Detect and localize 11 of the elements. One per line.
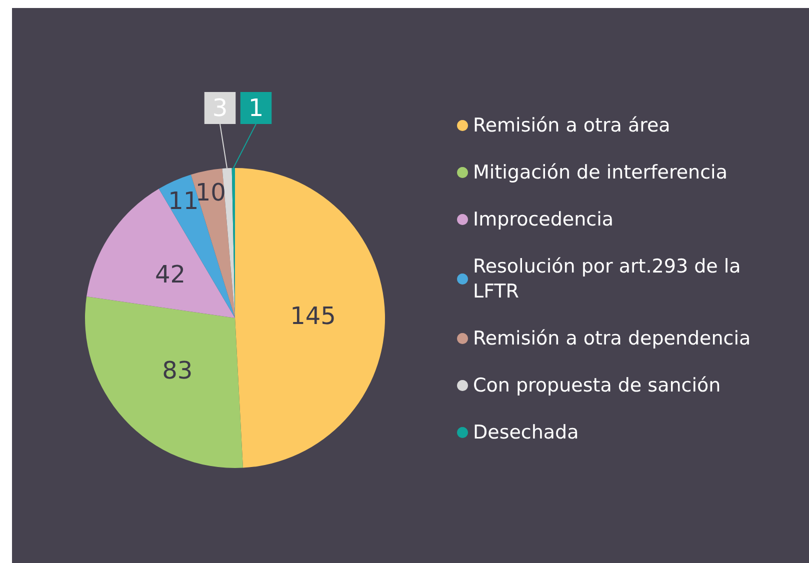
data-label: 83 <box>162 356 193 385</box>
legend-label: Con propuesta de sanción <box>473 374 721 396</box>
legend-label: Mitigación de interferencia <box>473 162 728 184</box>
legend-label: Remisión a otra dependencia <box>473 328 751 350</box>
data-label: 1 <box>248 94 264 122</box>
legend-label: Improcedencia <box>473 208 614 230</box>
legend-label: Resolución por art.293 de la LFTR <box>473 256 747 302</box>
legend-label: Remisión a otra área <box>473 114 670 136</box>
data-label: 42 <box>154 260 186 289</box>
legend-label: Desechada <box>473 422 579 444</box>
data-label: 145 <box>290 302 336 330</box>
